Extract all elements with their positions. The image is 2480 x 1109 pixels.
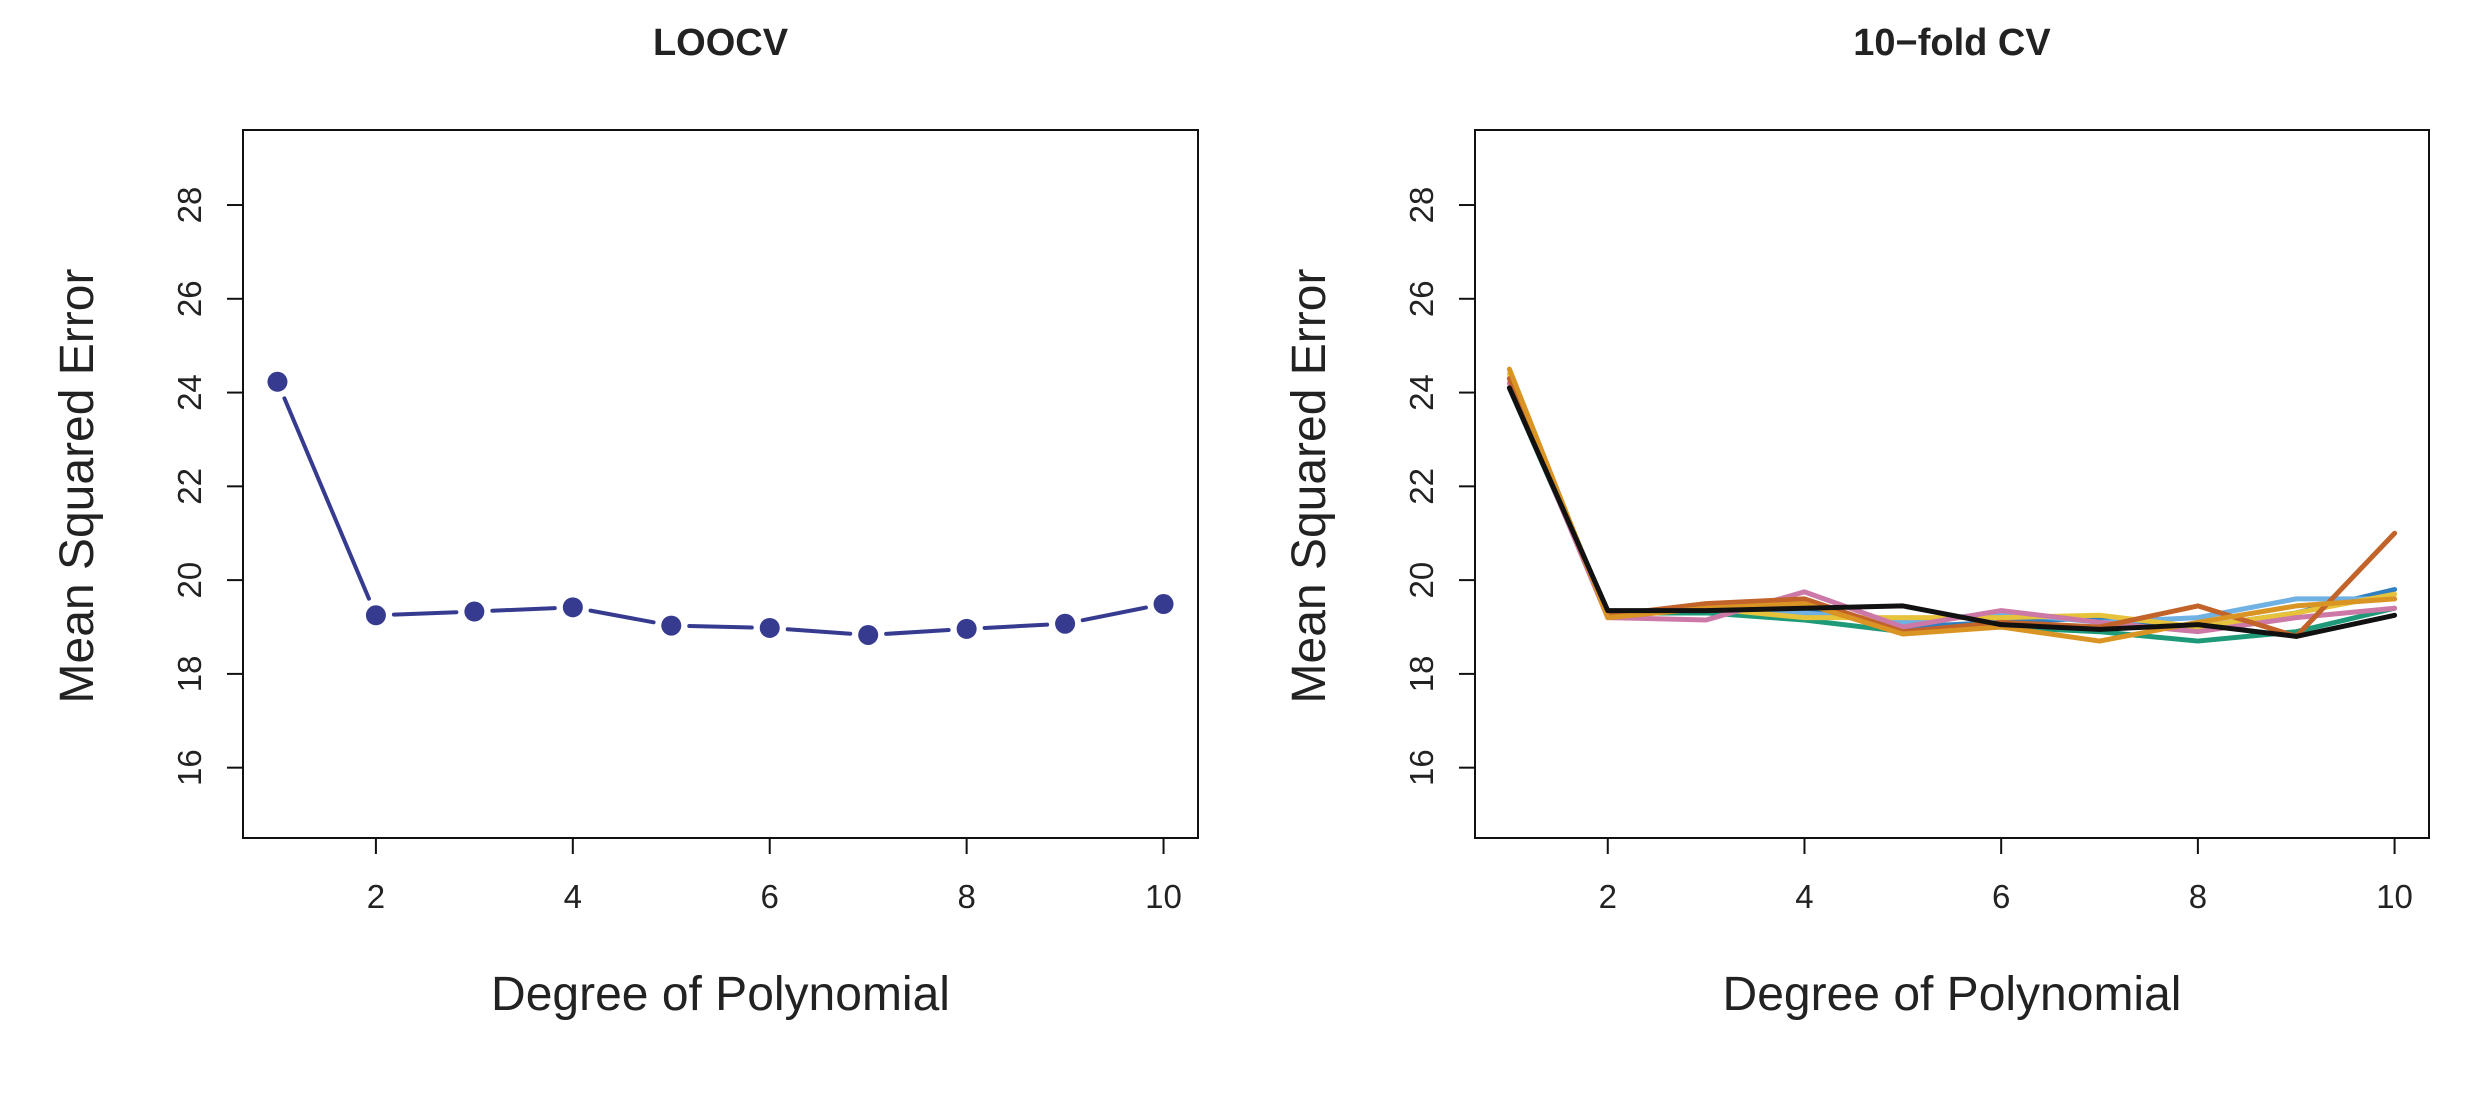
plot-frame [242,129,1199,839]
y-tick-label: 26 [1403,280,1440,317]
series-segment [785,627,853,636]
y-tick-label: 22 [1403,468,1440,505]
y-tick-label: 28 [1403,187,1440,224]
series-line-1 [1506,376,2398,630]
series-line-5 [1506,380,2398,635]
data-point [1153,594,1174,615]
series-segment [687,624,754,630]
data-point [267,371,288,392]
series-segment [884,627,951,636]
chart-title: LOOCV [653,22,789,64]
x-tick-label: 10 [2376,878,2413,915]
series-segment [1080,605,1148,623]
series-segment [391,610,459,617]
data-point [661,615,682,636]
y-tick-label: 16 [1403,749,1440,786]
y-tick-label: 20 [171,562,208,599]
series-segment [490,606,557,613]
data-point [365,605,386,626]
x-tick-label: 4 [564,878,582,915]
y-tick-label: 18 [1403,656,1440,693]
x-tick-label: 8 [2189,878,2207,915]
series-line-8 [1506,385,2398,639]
chart-title: 10−fold CV [1853,22,2051,64]
x-tick-label: 8 [957,878,975,915]
series-line-2 [1506,380,2398,625]
x-axis-label: Degree of Polynomial [1723,968,2182,1021]
y-tick-label: 22 [171,468,208,505]
series-line-6 [1506,376,2398,639]
data-point [858,624,879,645]
series-line-7 [1506,366,2398,644]
data-point [562,597,583,618]
series-segment [982,622,1050,630]
x-tick-label: 2 [367,878,385,915]
data-point [1055,613,1076,634]
y-tick-label: 28 [171,187,208,224]
x-tick-label: 6 [1992,878,2010,915]
y-tick-label: 20 [1403,562,1440,599]
x-tick-label: 10 [1145,878,1182,915]
series-segment [282,396,371,601]
y-tick-label: 18 [171,656,208,693]
y-axis-label: Mean Squared Error [51,269,104,704]
y-axis-label: Mean Squared Error [1283,269,1336,704]
y-tick-label: 24 [171,374,208,411]
x-tick-label: 6 [761,878,779,915]
plot-frame [1474,129,2430,839]
series-segment [588,608,656,625]
y-tick-label: 24 [1403,374,1440,411]
y-tick-label: 26 [171,280,208,317]
x-axis-label: Degree of Polynomial [491,968,950,1021]
x-tick-label: 2 [1599,878,1617,915]
series-line-4 [1506,371,2398,630]
data-point [464,601,485,622]
data-point [956,618,977,639]
x-tick-label: 4 [1795,878,1813,915]
data-point [759,617,780,638]
y-tick-label: 16 [171,749,208,786]
